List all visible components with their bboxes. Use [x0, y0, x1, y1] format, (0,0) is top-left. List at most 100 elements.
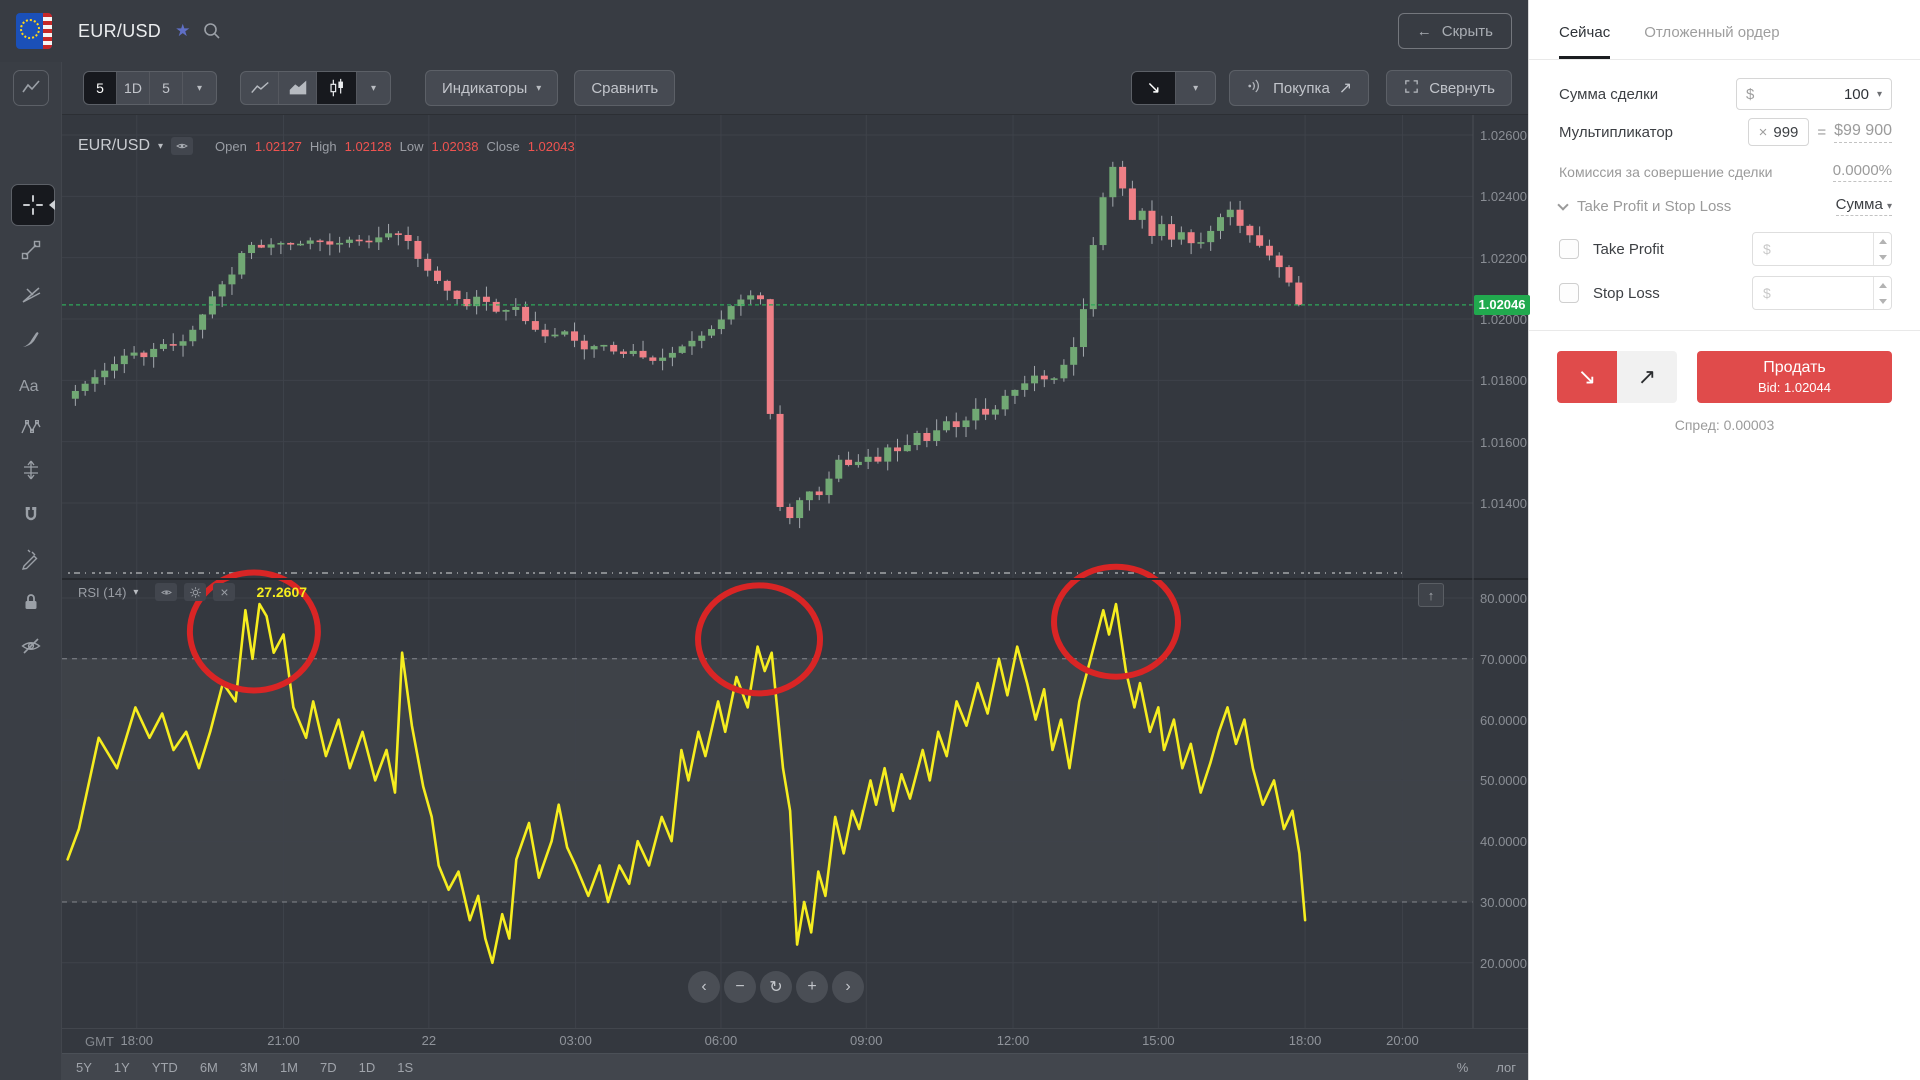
magnet-tool[interactable]	[13, 497, 49, 533]
amount-dropdown-icon[interactable]: ▾	[1876, 88, 1882, 100]
tab-pending-order[interactable]: Отложенный ордер	[1644, 24, 1780, 41]
pane-restore-button[interactable]: ↑	[1418, 583, 1444, 607]
rsi-axis-label: 20.0000	[1480, 955, 1527, 971]
rsi-label[interactable]: RSI (14)	[78, 584, 127, 600]
stop-loss-label: Stop Loss	[1593, 284, 1660, 302]
brush-tool[interactable]	[13, 321, 49, 357]
pan-right-button[interactable]: ›	[832, 971, 864, 1003]
range-preset-1m[interactable]: 1M	[279, 1059, 298, 1075]
candles[interactable]	[71, 160, 1303, 529]
sell-order-button[interactable]: Продать Bid: 1.02044	[1697, 351, 1892, 403]
timeframe-5m[interactable]: 5	[84, 72, 117, 104]
symbol-title: EUR/USD	[78, 20, 162, 41]
search-icon[interactable]	[202, 21, 222, 41]
multiplier-controls: × 999 = $99 900	[1747, 118, 1892, 146]
reset-zoom-button[interactable]: ↻	[760, 971, 792, 1003]
range-preset-5y[interactable]: 5Y	[76, 1059, 92, 1075]
price-axis-label: 1.01800	[1480, 373, 1527, 389]
sell-direction-icon[interactable]: ↘	[1132, 72, 1177, 104]
pan-left-button[interactable]: ‹	[688, 971, 720, 1003]
stop-loss-input[interactable]	[1753, 277, 1873, 309]
indicators-button[interactable]: Индикаторы ▾	[425, 70, 559, 106]
stop-loss-input-box[interactable]	[1752, 276, 1892, 310]
tab-now[interactable]: Сейчас	[1559, 24, 1611, 59]
range-preset-6m[interactable]: 6M	[199, 1059, 218, 1075]
take-profit-checkbox[interactable]	[1559, 239, 1579, 259]
time-axis-label: 20:00	[1386, 1033, 1419, 1048]
legend-symbol[interactable]: EUR/USD	[78, 137, 151, 154]
chart-style-tool[interactable]	[13, 70, 49, 106]
rsi-close-icon[interactable]: ×	[213, 583, 236, 601]
amount-input-box[interactable]: $ ▾	[1736, 78, 1892, 110]
zoom-out-button[interactable]: −	[724, 971, 756, 1003]
stop-loss-checkbox[interactable]	[1559, 283, 1579, 303]
chart-canvas-area[interactable]: EUR/USD ▾ Open 1.02127 High 1.02128 Low …	[62, 115, 1530, 1028]
forecast-tool[interactable]	[13, 452, 49, 488]
area-chart-type-icon[interactable]	[279, 72, 317, 104]
multiplier-input-box[interactable]: × 999	[1747, 118, 1810, 146]
tp-sl-mode-caret-icon: ▾	[1886, 201, 1892, 212]
legend-eye-icon[interactable]	[171, 137, 194, 155]
rsi-settings-gear-icon[interactable]	[184, 583, 207, 601]
timeframe-5[interactable]: 5	[150, 72, 183, 104]
range-preset-7d[interactable]: 7D	[320, 1059, 337, 1075]
log-scale-button[interactable]: лог	[1496, 1059, 1516, 1075]
timeframe-dropdown[interactable]: ▾	[196, 82, 203, 94]
high-label: High	[309, 138, 337, 154]
percent-scale-button[interactable]: %	[1456, 1059, 1469, 1075]
crosshair-tool[interactable]	[11, 184, 55, 226]
favorite-star-icon[interactable]: ★	[175, 21, 191, 40]
text-tool[interactable]: Aa	[13, 367, 49, 403]
price-and-rsi-chart[interactable]	[62, 115, 1528, 1028]
eu-stars-icon	[20, 19, 40, 39]
hide-panel-button[interactable]: ← Скрыть	[1397, 13, 1512, 49]
direction-dropdown[interactable]: ▾	[1193, 82, 1199, 94]
sell-order-label: Продать	[1763, 359, 1826, 377]
take-profit-step-down[interactable]	[1874, 249, 1891, 265]
range-preset-1y[interactable]: 1Y	[113, 1059, 130, 1075]
time-axis-label: 12:00	[996, 1033, 1030, 1048]
stop-loss-step-down[interactable]	[1874, 293, 1891, 309]
line-chart-type-icon[interactable]	[241, 72, 279, 104]
sell-direction-button[interactable]: ↘	[1557, 351, 1617, 403]
amount-input[interactable]	[1754, 84, 1877, 104]
lock-drawings-tool[interactable]	[13, 584, 49, 620]
compare-button[interactable]: Сравнить	[574, 70, 676, 106]
time-axis-label: 22	[421, 1033, 437, 1048]
rsi-eye-icon[interactable]	[155, 583, 178, 601]
collapse-button[interactable]: Свернуть	[1386, 70, 1512, 106]
commission-value[interactable]: 0.0000%	[1832, 162, 1892, 182]
price-axis-label: 1.02200	[1480, 250, 1527, 266]
time-axis[interactable]: GMT 18:00 21:00 22 03:00 06:00 09:00 12:00 15:0…	[62, 1028, 1528, 1053]
chart-type-dropdown[interactable]: ▾	[370, 82, 377, 94]
range-preset-1d[interactable]: 1D	[358, 1059, 376, 1075]
hide-drawings-tool[interactable]	[13, 628, 49, 664]
zoom-in-button[interactable]: +	[796, 971, 828, 1003]
pitchfork-tool[interactable]	[13, 276, 49, 312]
multiply-sign: ×	[1758, 123, 1768, 141]
time-axis-label: 18:00	[1288, 1033, 1322, 1048]
tp-sl-section-toggle[interactable]: Take Profit и Stop Loss	[1557, 198, 1731, 215]
range-preset-ytd[interactable]: YTD	[151, 1059, 178, 1075]
buy-mode-button[interactable]: Покупка ↗	[1229, 70, 1370, 106]
range-preset-3m[interactable]: 3M	[239, 1059, 258, 1075]
multiplier-value: 999	[1773, 123, 1799, 141]
range-preset-1s[interactable]: 1S	[397, 1059, 414, 1075]
trend-line-tool[interactable]	[13, 232, 49, 268]
legend-caret-icon[interactable]: ▾	[158, 140, 164, 152]
stop-loss-step-up[interactable]	[1874, 277, 1891, 293]
buy-direction-button[interactable]: ↗	[1617, 351, 1677, 403]
timeframe-1d[interactable]: 1D	[117, 72, 150, 104]
candle-chart-type-icon[interactable]	[317, 72, 357, 104]
edit-drawings-tool[interactable]	[13, 541, 49, 577]
amount-row: Сумма сделки $ ▾	[1559, 78, 1892, 110]
timeframe-group: 5 1D 5 ▾	[83, 71, 217, 105]
take-profit-input-box[interactable]	[1752, 232, 1892, 266]
time-axis-label: 21:00	[267, 1033, 300, 1048]
xabcd-pattern-tool[interactable]	[13, 409, 49, 445]
tp-sl-mode-select[interactable]: Сумма ▾	[1835, 196, 1892, 216]
multiplied-total[interactable]: $99 900	[1834, 122, 1892, 143]
take-profit-step-up[interactable]	[1874, 233, 1891, 249]
take-profit-input[interactable]	[1753, 233, 1873, 265]
rsi-caret-icon[interactable]: ▾	[133, 586, 139, 598]
